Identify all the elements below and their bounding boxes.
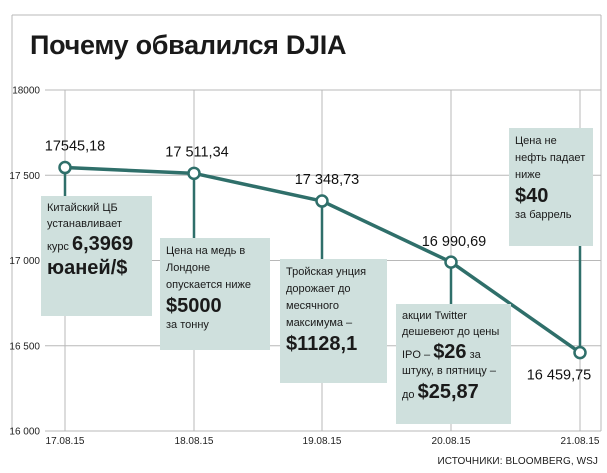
note-text: до <box>402 388 415 401</box>
y-tick-label: 17 500 <box>9 171 40 182</box>
y-tick-label: 16 000 <box>9 427 40 438</box>
data-label: 17 348,73 <box>295 172 360 188</box>
note-gold: Тройская унция дорожает до месячного мак… <box>280 259 387 383</box>
data-point <box>444 255 458 269</box>
data-label: 16 990,69 <box>422 234 487 250</box>
data-point <box>315 194 329 208</box>
note-text: за тонну <box>166 319 209 331</box>
data-point <box>58 160 72 175</box>
x-tick-label: 17.08.15 <box>46 436 85 447</box>
note-value: юаней/$ <box>47 257 128 279</box>
note-text: штуку, в пятницу – <box>402 365 496 377</box>
note-text: акции Twitter <box>402 310 467 322</box>
note-value: $25,87 <box>417 380 479 403</box>
data-point <box>573 345 587 360</box>
y-axis-ticks: 18000 17 500 17 000 16 500 16 000 <box>9 86 40 438</box>
data-label: 17545,18 <box>45 139 105 155</box>
chart-title: Почему обвалился DJIA <box>30 30 347 60</box>
note-value: 6,3969 <box>72 233 134 255</box>
x-tick-label: 20.08.15 <box>432 436 471 447</box>
x-tick-label: 19.08.15 <box>303 436 342 447</box>
note-twitter: акции Twitter дешевеют до цены IPO – $26… <box>396 304 511 424</box>
note-copper: Цена на медь в Лондоне опускается ниже $… <box>160 238 270 350</box>
note-text: дешевеют до цены <box>402 325 500 338</box>
note-value: $26 <box>433 341 467 363</box>
note-oil: Цена не нефть падает ниже $40 за баррель <box>509 128 593 246</box>
note-text: Китайский ЦБ устанавливает <box>47 202 122 230</box>
source-note: ИСТОЧНИКИ: BLOOMBERG, WSJ <box>437 456 598 467</box>
note-china-yuan: Китайский ЦБ устанавливает курс 6,3969 ю… <box>41 196 152 316</box>
note-text: за <box>469 349 481 361</box>
note-value: $40 <box>515 185 549 207</box>
data-point <box>187 166 201 181</box>
note-text: Цена на медь в Лондоне опускается ниже <box>166 245 251 291</box>
note-text: IPO – <box>402 349 431 361</box>
data-points <box>58 160 587 360</box>
note-text: курс <box>47 241 69 253</box>
note-text: Тройская унция дорожает до месячного мак… <box>286 266 367 329</box>
y-tick-label: 18000 <box>12 86 40 97</box>
note-value: $1128,1 <box>286 333 358 355</box>
data-label: 16 459,75 <box>527 368 592 384</box>
note-text: Цена не нефть падает ниже <box>515 135 586 181</box>
y-tick-label: 16 500 <box>9 341 40 352</box>
note-text: за баррель <box>515 209 572 221</box>
x-tick-label: 21.08.15 <box>561 436 600 447</box>
x-axis-ticks: 17.08.15 18.08.15 19.08.15 20.08.15 21.08.15 <box>46 436 600 447</box>
note-value: $5000 <box>166 295 222 317</box>
data-labels: 17545,18 17 511,34 17 348,73 16 990,69 16 45… <box>45 139 592 384</box>
x-tick-label: 18.08.15 <box>175 436 214 447</box>
y-tick-label: 17 000 <box>9 256 40 267</box>
data-label: 17 511,34 <box>165 144 228 160</box>
